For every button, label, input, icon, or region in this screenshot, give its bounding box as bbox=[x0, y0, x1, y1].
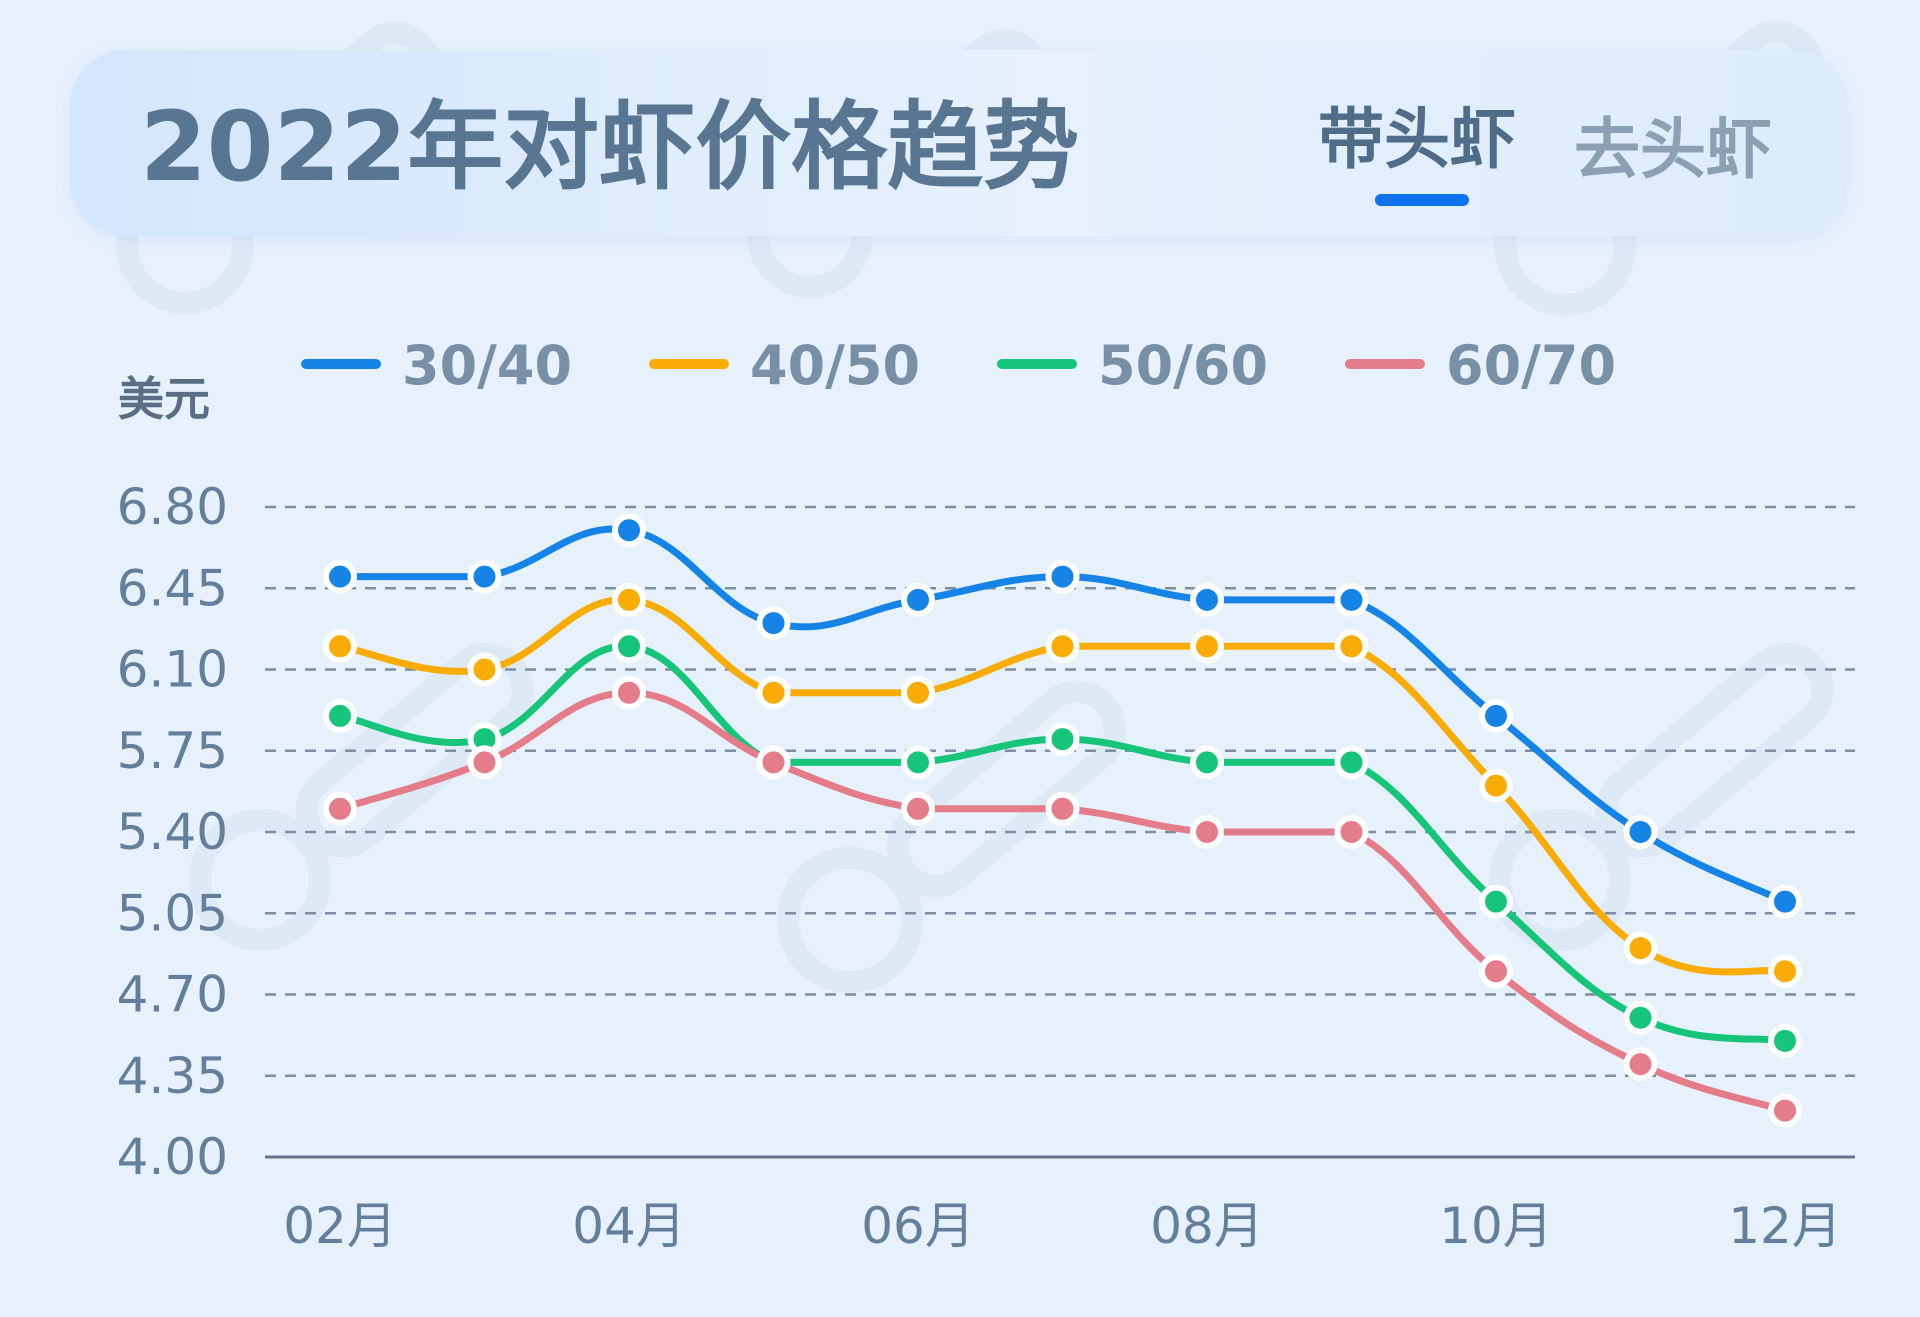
legend-label: 50/60 bbox=[1098, 334, 1268, 397]
data-point[interactable] bbox=[467, 559, 502, 594]
y-tick-label: 5.40 bbox=[117, 803, 228, 861]
data-point[interactable] bbox=[1768, 884, 1802, 919]
data-point[interactable] bbox=[901, 791, 935, 826]
data-point[interactable] bbox=[1768, 954, 1802, 989]
data-point[interactable] bbox=[1768, 1093, 1802, 1128]
data-point[interactable] bbox=[323, 629, 357, 664]
legend-label: 30/40 bbox=[402, 334, 572, 397]
header-panel bbox=[70, 50, 1848, 236]
data-point[interactable] bbox=[901, 745, 935, 780]
tab-head-on-shrimp[interactable]: 带头虾 bbox=[1318, 101, 1516, 178]
data-point[interactable] bbox=[1479, 768, 1513, 803]
data-point[interactable] bbox=[323, 791, 357, 826]
data-point[interactable] bbox=[1479, 884, 1513, 919]
data-point[interactable] bbox=[1190, 745, 1224, 780]
x-tick-label: 10月 bbox=[1439, 1197, 1553, 1255]
data-point[interactable] bbox=[1045, 791, 1080, 826]
y-tick-label: 4.35 bbox=[117, 1047, 228, 1105]
data-point[interactable] bbox=[323, 559, 357, 594]
x-tick-label: 08月 bbox=[1150, 1197, 1264, 1255]
legend-label: 60/70 bbox=[1446, 334, 1616, 397]
x-tick-label: 04月 bbox=[572, 1197, 686, 1255]
data-point[interactable] bbox=[1045, 559, 1080, 594]
data-point[interactable] bbox=[612, 513, 646, 548]
data-point[interactable] bbox=[1190, 582, 1224, 617]
data-point[interactable] bbox=[756, 675, 791, 710]
legend-label: 40/50 bbox=[750, 334, 920, 397]
data-point[interactable] bbox=[1623, 815, 1658, 849]
data-point[interactable] bbox=[901, 675, 935, 710]
data-point[interactable] bbox=[756, 606, 791, 641]
data-point[interactable] bbox=[1623, 1000, 1658, 1035]
data-point[interactable] bbox=[1768, 1023, 1802, 1058]
data-point[interactable] bbox=[1190, 815, 1224, 849]
data-point[interactable] bbox=[1623, 1047, 1658, 1082]
x-axis-ticks: 02月 04月 06月 08月 10月 12月 bbox=[283, 1197, 1842, 1255]
data-point[interactable] bbox=[467, 745, 502, 780]
x-tick-label: 12月 bbox=[1728, 1197, 1842, 1255]
data-point[interactable] bbox=[1334, 815, 1369, 849]
y-tick-label: 6.80 bbox=[117, 478, 228, 536]
data-point[interactable] bbox=[1479, 698, 1513, 733]
y-tick-label: 6.45 bbox=[117, 559, 228, 617]
y-axis-unit-label: 美元 bbox=[118, 372, 210, 426]
x-tick-label: 06月 bbox=[861, 1197, 975, 1255]
chart-legend: 30/40 40/50 50/60 60/70 bbox=[301, 334, 1616, 397]
data-point[interactable] bbox=[756, 745, 791, 780]
data-point[interactable] bbox=[1334, 745, 1369, 780]
data-point[interactable] bbox=[612, 582, 646, 617]
data-point[interactable] bbox=[612, 629, 646, 664]
data-point[interactable] bbox=[901, 582, 935, 617]
data-point[interactable] bbox=[612, 675, 646, 710]
y-tick-label: 4.00 bbox=[117, 1128, 228, 1186]
y-tick-label: 4.70 bbox=[117, 966, 228, 1024]
y-tick-label: 6.10 bbox=[117, 641, 228, 699]
data-point[interactable] bbox=[1479, 954, 1513, 989]
y-tick-label: 5.75 bbox=[117, 722, 228, 780]
grid-lines bbox=[265, 505, 1855, 1159]
data-point[interactable] bbox=[1623, 931, 1658, 966]
page-title: 2022年对虾价格趋势 bbox=[140, 91, 1080, 203]
y-axis-ticks: 4.00 4.35 4.70 5.05 5.40 5.75 6.10 6.45 6.80 bbox=[117, 478, 228, 1186]
series-line bbox=[336, 642, 1789, 1045]
x-tick-label: 02月 bbox=[283, 1197, 397, 1255]
data-point[interactable] bbox=[467, 652, 502, 687]
data-point[interactable] bbox=[1045, 722, 1080, 757]
tab-headless-shrimp[interactable]: 去头虾 bbox=[1574, 111, 1772, 188]
data-points bbox=[323, 513, 1802, 1128]
data-point[interactable] bbox=[1334, 629, 1369, 664]
tab-active-indicator bbox=[1375, 194, 1469, 206]
y-tick-label: 5.05 bbox=[117, 884, 228, 942]
data-point[interactable] bbox=[323, 698, 357, 733]
data-point[interactable] bbox=[1190, 629, 1224, 664]
data-point[interactable] bbox=[1045, 629, 1080, 664]
data-point[interactable] bbox=[1334, 582, 1369, 617]
